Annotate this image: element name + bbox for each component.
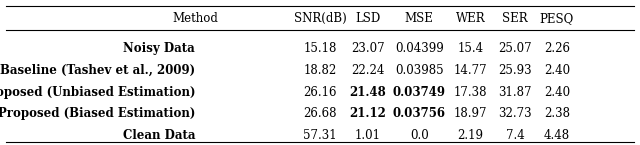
Text: 21.48: 21.48 bbox=[349, 86, 387, 99]
Text: 0.03749: 0.03749 bbox=[393, 86, 445, 99]
Text: 18.82: 18.82 bbox=[303, 64, 337, 77]
Text: 15.4: 15.4 bbox=[458, 42, 483, 55]
Text: Clean Data: Clean Data bbox=[123, 129, 195, 142]
Text: 2.40: 2.40 bbox=[544, 86, 570, 99]
Text: 32.73: 32.73 bbox=[499, 107, 532, 120]
Text: 0.03756: 0.03756 bbox=[393, 107, 445, 120]
Text: Noisy Data: Noisy Data bbox=[124, 42, 195, 55]
Text: WER: WER bbox=[456, 12, 485, 25]
Text: 22.24: 22.24 bbox=[351, 64, 385, 77]
Text: Proposed (Biased Estimation): Proposed (Biased Estimation) bbox=[0, 107, 195, 120]
Text: Method: Method bbox=[172, 12, 218, 25]
Text: 4.48: 4.48 bbox=[544, 129, 570, 142]
Text: 31.87: 31.87 bbox=[499, 86, 532, 99]
Text: 7.4: 7.4 bbox=[506, 129, 525, 142]
Text: 2.38: 2.38 bbox=[544, 107, 570, 120]
Text: 15.18: 15.18 bbox=[303, 42, 337, 55]
Text: MSE: MSE bbox=[404, 12, 434, 25]
Text: 26.16: 26.16 bbox=[303, 86, 337, 99]
Text: 14.77: 14.77 bbox=[454, 64, 487, 77]
Text: 25.07: 25.07 bbox=[499, 42, 532, 55]
Text: Baseline (Tashev et al., 2009): Baseline (Tashev et al., 2009) bbox=[0, 64, 195, 77]
Text: SNR(dB): SNR(dB) bbox=[294, 12, 346, 25]
Text: Proposed (Unbiased Estimation): Proposed (Unbiased Estimation) bbox=[0, 86, 195, 99]
Text: 18.97: 18.97 bbox=[454, 107, 487, 120]
Text: 21.12: 21.12 bbox=[349, 107, 387, 120]
Text: 25.93: 25.93 bbox=[499, 64, 532, 77]
Text: 57.31: 57.31 bbox=[303, 129, 337, 142]
Text: 2.26: 2.26 bbox=[544, 42, 570, 55]
Text: PESQ: PESQ bbox=[540, 12, 574, 25]
Text: LSD: LSD bbox=[355, 12, 381, 25]
Text: 0.03985: 0.03985 bbox=[395, 64, 444, 77]
Text: 17.38: 17.38 bbox=[454, 86, 487, 99]
Text: 0.04399: 0.04399 bbox=[395, 42, 444, 55]
Text: SER: SER bbox=[502, 12, 528, 25]
Text: 2.19: 2.19 bbox=[458, 129, 483, 142]
Text: 26.68: 26.68 bbox=[303, 107, 337, 120]
Text: 0.0: 0.0 bbox=[410, 129, 429, 142]
Text: 1.01: 1.01 bbox=[355, 129, 381, 142]
Text: 23.07: 23.07 bbox=[351, 42, 385, 55]
Text: 2.40: 2.40 bbox=[544, 64, 570, 77]
